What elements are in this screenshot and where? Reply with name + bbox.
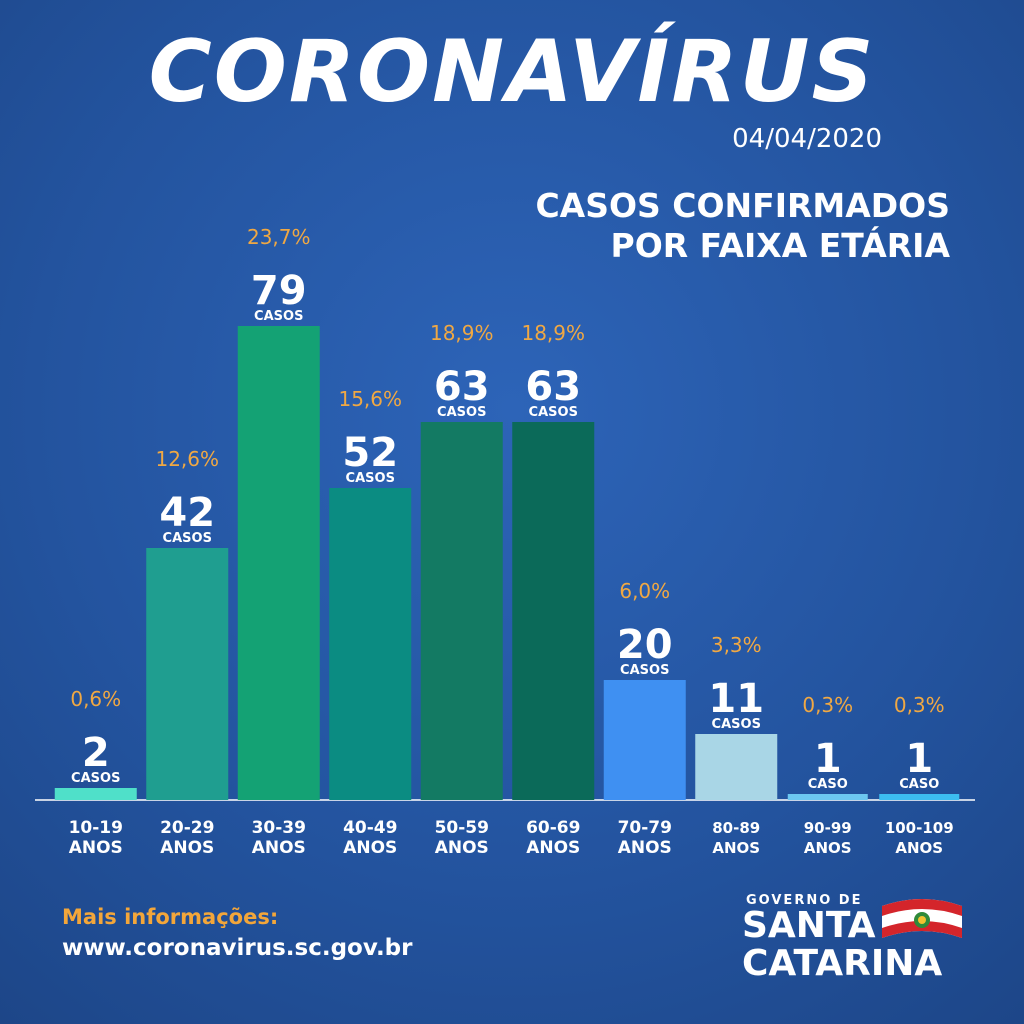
bar bbox=[54, 788, 137, 800]
bar bbox=[787, 794, 868, 800]
unit-label: CASO bbox=[808, 777, 848, 792]
value-label: 63 bbox=[525, 364, 581, 410]
value-label: 2 bbox=[82, 730, 110, 776]
logo-text: CATARINA bbox=[742, 943, 943, 984]
unit-label: CASO bbox=[899, 777, 939, 792]
bar bbox=[879, 794, 960, 800]
share-label: 23,7% bbox=[247, 225, 311, 249]
value-label: 52 bbox=[342, 430, 398, 476]
share-label: 18,9% bbox=[521, 321, 585, 345]
bar bbox=[420, 422, 503, 800]
title: CORONAVÍRUS bbox=[148, 22, 876, 122]
share-label: 0,3% bbox=[802, 693, 853, 717]
value-label: 1 bbox=[905, 736, 933, 782]
bar bbox=[237, 326, 320, 800]
footer-url: www.coronavirus.sc.gov.br bbox=[62, 935, 413, 961]
value-label: 20 bbox=[617, 622, 673, 668]
bar bbox=[603, 680, 686, 800]
x-tick-label: 70-79 ANOS bbox=[617, 818, 672, 858]
share-label: 0,3% bbox=[894, 693, 945, 717]
share-label: 15,6% bbox=[338, 387, 402, 411]
date: 04/04/2020 bbox=[732, 124, 882, 154]
x-tick-label: 90-99 ANOS bbox=[803, 819, 852, 857]
value-label: 79 bbox=[251, 268, 307, 314]
x-tick-label: 40-49 ANOS bbox=[343, 818, 398, 858]
x-tick-label: 20-29 ANOS bbox=[160, 818, 215, 858]
unit-label: CASOS bbox=[346, 471, 395, 486]
value-label: 1 bbox=[814, 736, 842, 782]
unit-label: CASOS bbox=[254, 309, 303, 324]
logo-text: SANTA bbox=[742, 905, 876, 946]
unit-label: CASOS bbox=[163, 531, 212, 546]
bar bbox=[512, 422, 595, 800]
unit-label: CASOS bbox=[529, 405, 578, 420]
x-tick-label: 50-59 ANOS bbox=[434, 818, 489, 858]
unit-label: CASOS bbox=[712, 717, 761, 732]
logo-text: GOVERNO DE bbox=[746, 893, 863, 908]
value-label: 63 bbox=[434, 364, 490, 410]
bar bbox=[329, 488, 412, 800]
chart-title: CASOS CONFIRMADOS POR FAIXA ETÁRIA bbox=[535, 186, 950, 265]
share-label: 12,6% bbox=[155, 447, 219, 471]
unit-label: CASOS bbox=[620, 663, 669, 678]
value-label: 11 bbox=[708, 676, 764, 722]
x-tick-label: 60-69 ANOS bbox=[526, 818, 581, 858]
x-tick-label: 30-39 ANOS bbox=[251, 818, 306, 858]
x-tick-label: 100-109 ANOS bbox=[884, 819, 954, 857]
x-tick-label: 10-19 ANOS bbox=[68, 818, 123, 858]
share-label: 0,6% bbox=[70, 687, 121, 711]
unit-label: CASOS bbox=[71, 771, 120, 786]
value-label: 42 bbox=[159, 490, 215, 536]
bar bbox=[695, 734, 778, 800]
bar bbox=[146, 548, 229, 800]
share-label: 3,3% bbox=[711, 633, 762, 657]
footer-label: Mais informações: bbox=[62, 905, 279, 929]
share-label: 6,0% bbox=[619, 579, 670, 603]
unit-label: CASOS bbox=[437, 405, 486, 420]
share-label: 18,9% bbox=[430, 321, 494, 345]
x-tick-label: 80-89 ANOS bbox=[712, 819, 761, 857]
flag bbox=[882, 899, 962, 938]
